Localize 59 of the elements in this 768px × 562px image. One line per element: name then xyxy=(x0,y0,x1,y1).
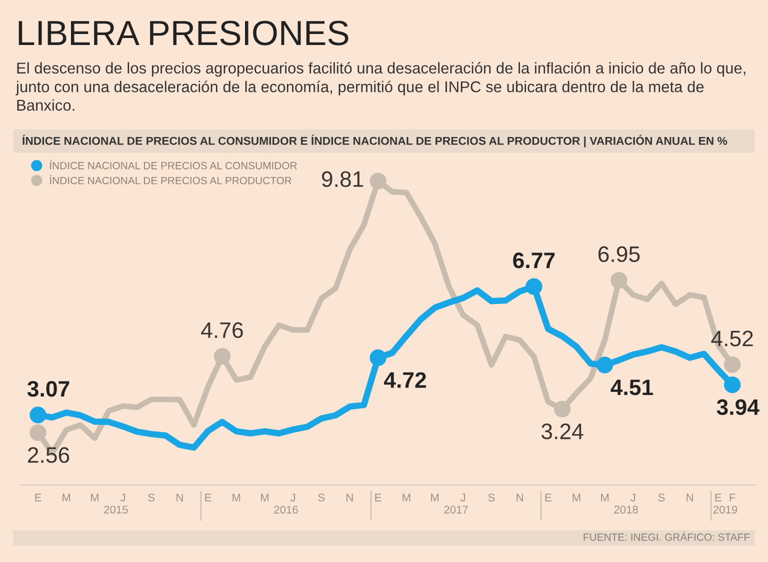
point xyxy=(30,406,46,424)
x-tick-label: J xyxy=(120,494,125,502)
x-tick-label: N xyxy=(346,494,353,502)
x-tick-label: S xyxy=(148,494,155,502)
text: 2018 xyxy=(614,506,638,514)
data-label: 6.95 xyxy=(598,246,640,262)
x-tick-label: F xyxy=(730,494,736,502)
chart-subtitle: El descenso de los precios agropecuarios facilitó una desaceleración de la inflación a inicio de año lo que, junto con una desaceleración de la economía, permitió que el INPC se ubicara dentro de la meta de Banxico. xyxy=(16,62,746,111)
point xyxy=(596,356,614,374)
x-tick-label: J xyxy=(290,494,296,502)
x-tick-label: N xyxy=(176,494,183,502)
x-tick-label: E xyxy=(205,494,212,502)
text: 2019 xyxy=(713,506,738,514)
x-tick-label: M xyxy=(261,494,268,502)
point xyxy=(526,278,542,295)
text: 2017 xyxy=(444,506,468,514)
point xyxy=(554,400,571,418)
x-tick-label: J xyxy=(630,494,636,502)
x-tick-label: E xyxy=(545,494,552,502)
text: 2016 xyxy=(274,506,298,514)
x-tick-label: S xyxy=(658,494,665,502)
x-tick-label: E xyxy=(35,494,42,502)
data-label: 2.56 xyxy=(28,447,70,463)
point xyxy=(370,349,386,366)
point xyxy=(724,376,741,394)
data-label: 4.52 xyxy=(711,330,753,346)
point xyxy=(724,356,741,373)
x-tick-label: M xyxy=(62,494,70,502)
point xyxy=(30,424,46,442)
data-label: 3.07 xyxy=(27,380,70,397)
x-tick-label: S xyxy=(488,494,495,502)
x-tick-label: M xyxy=(572,494,580,502)
x-tick-label: N xyxy=(686,494,693,502)
text: ÍNDICE NACIONAL DE PRECIOS AL CONSUMIDOR E ÍNDICE NACIONAL DE PRECIOS AL PRODUCTOR | VARIACIÓN ANUAL EN % xyxy=(22,134,728,148)
data-label: 3.94 xyxy=(716,399,760,416)
x-tick-label: M xyxy=(431,494,438,502)
x-tick-label: N xyxy=(516,494,523,502)
source-note: FUENTE: INEGI. GRÁFICO: STAFF xyxy=(584,532,750,541)
point xyxy=(370,172,386,190)
x-tick-label: E xyxy=(375,494,382,502)
data-label: 9.81 xyxy=(322,171,364,188)
x-tick-label: M xyxy=(402,494,410,502)
x-tick-label: M xyxy=(601,494,609,502)
data-label: 4.51 xyxy=(610,380,653,396)
x-tick-label: J xyxy=(460,494,466,502)
data-label: 3.24 xyxy=(542,424,584,440)
x-tick-label: E xyxy=(715,494,722,502)
point xyxy=(214,348,231,365)
data-label: 4.76 xyxy=(201,322,243,338)
legend-label: ÍNDICE NACIONAL DE PRECIOS AL PRODUCTOR xyxy=(50,175,292,184)
data-label: 6.77 xyxy=(513,252,555,268)
chart-title: LIBERA PRESIONES xyxy=(18,20,348,46)
x-tick-label: M xyxy=(90,494,98,502)
text: 2015 xyxy=(104,506,128,514)
legend-label: ÍNDICE NACIONAL DE PRECIOS AL CONSUMIDOR xyxy=(50,160,297,170)
x-tick-label: M xyxy=(232,494,240,502)
data-label: 4.72 xyxy=(384,372,426,388)
point xyxy=(610,272,628,289)
x-tick-label: S xyxy=(318,494,325,502)
